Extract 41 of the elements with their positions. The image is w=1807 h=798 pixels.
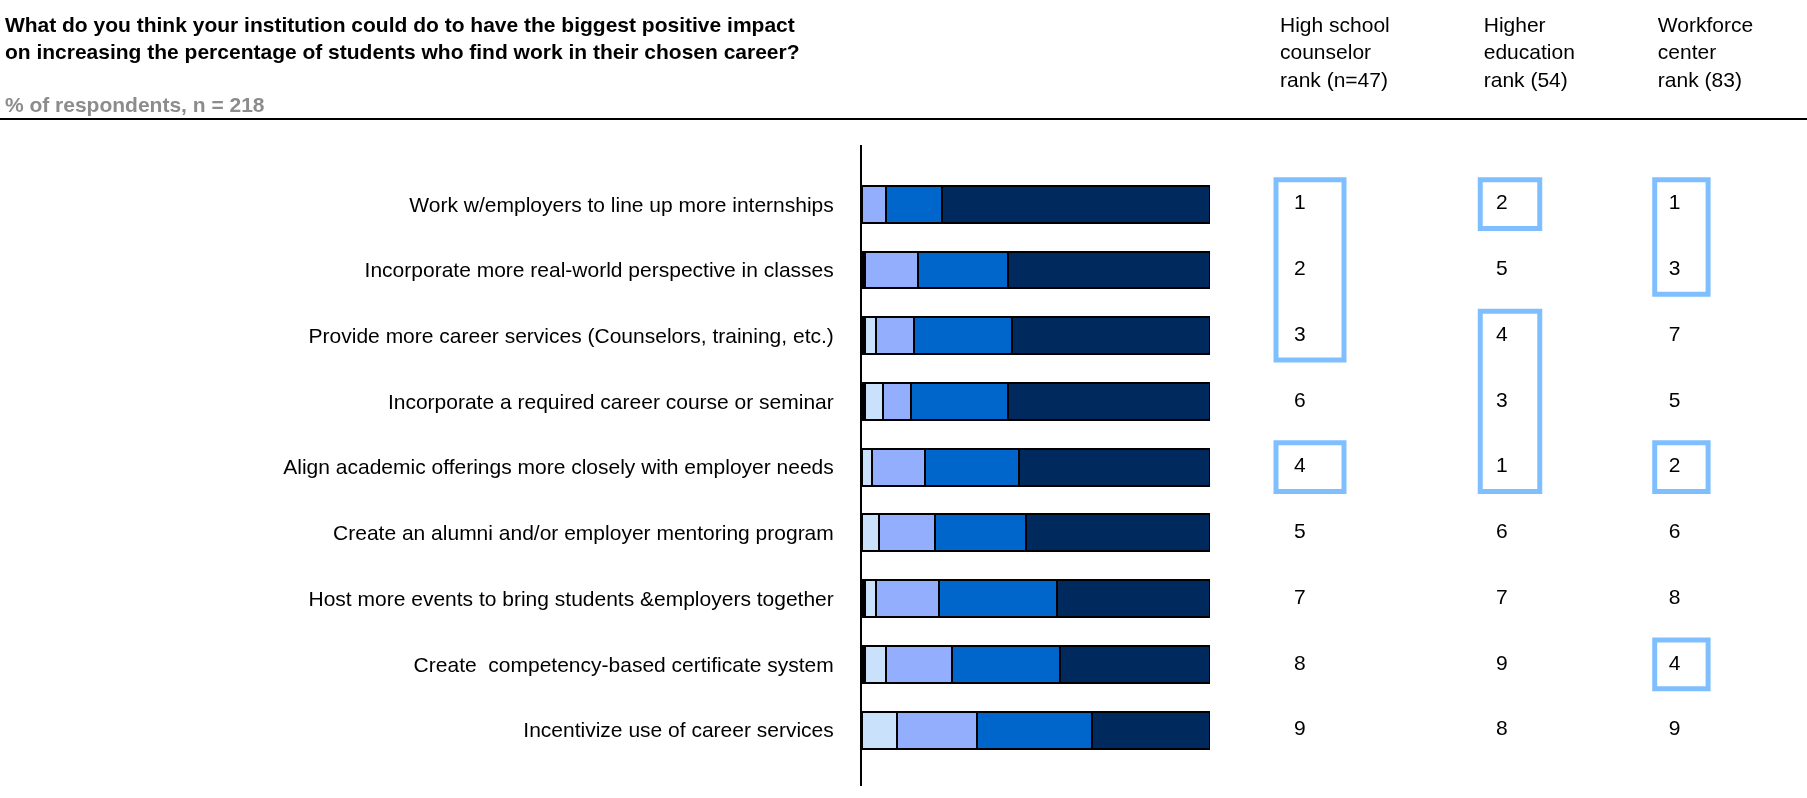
y-tick-label: Align academic offerings more closely with employer needs [283,455,834,479]
data-label: 7 [1294,584,1306,608]
data-label: 9 [1496,650,1508,674]
data-label: 3 [1294,321,1306,345]
data-label: 8 [1668,584,1681,608]
data-label: 2 [1496,190,1508,214]
data-label: 3 [1668,256,1681,280]
data-label: 2 [1294,256,1306,280]
text: High school counselor rank (n=47) [1280,12,1390,91]
data-label: 5 [1668,387,1681,411]
data-label: 6 [1294,387,1306,411]
y-tick-label: Host more events to bring students &employers together [308,586,834,610]
data-label: 5 [1496,256,1508,280]
y-tick-label: Incorporate more real-world perspective in classes [364,258,834,282]
y-tick-label: Incorporate a required career course or seminar [387,389,834,413]
y-tick-label: Provide more career services (Counselors, training, etc.) [308,324,834,348]
data-label: 2 [1668,453,1681,477]
data-label: 7 [1496,584,1508,608]
data-label: 6 [1668,519,1681,543]
data-label: 8 [1294,650,1306,674]
data-label: 3 [1496,387,1508,411]
data-label: 9 [1668,716,1681,740]
data-label: 1 [1668,190,1681,214]
text: What do you think your institution could do to have the biggest positive impact on increasing the percentage of students who find work in their chosen career? [4,12,800,64]
data-label: 4 [1294,453,1306,477]
data-label: 5 [1294,519,1306,543]
data-label: 4 [1668,650,1681,674]
data-label: 1 [1496,453,1508,477]
text: Higher education rank (54) [1483,12,1575,91]
text: Workforce center rank (83) [1657,12,1754,91]
data-label: 7 [1668,321,1681,345]
y-tick-label: Create an alumni and/or employer mentoring program [333,521,834,545]
y-tick-label: Incentivize use of career services [523,718,834,742]
text: % of respondents, n = 218 [4,92,265,116]
data-label: 4 [1496,321,1508,345]
data-label: 8 [1496,716,1508,740]
data-label: 6 [1496,519,1508,543]
data-label: 1 [1294,190,1306,214]
y-tick-label: Work w/employers to line up more internships [409,192,834,216]
data-label: 9 [1294,716,1306,740]
y-tick-label: Create competency-based certificate system [413,652,834,676]
